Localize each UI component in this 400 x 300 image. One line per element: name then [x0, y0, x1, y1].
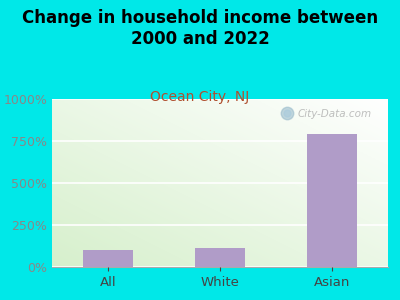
- Bar: [307, 134, 357, 267]
- Bar: [195, 248, 245, 267]
- Text: Change in household income between
2000 and 2022: Change in household income between 2000 …: [22, 9, 378, 48]
- Bar: [83, 250, 133, 267]
- Text: Ocean City, NJ: Ocean City, NJ: [150, 90, 250, 104]
- Text: City-Data.com: City-Data.com: [297, 109, 372, 119]
